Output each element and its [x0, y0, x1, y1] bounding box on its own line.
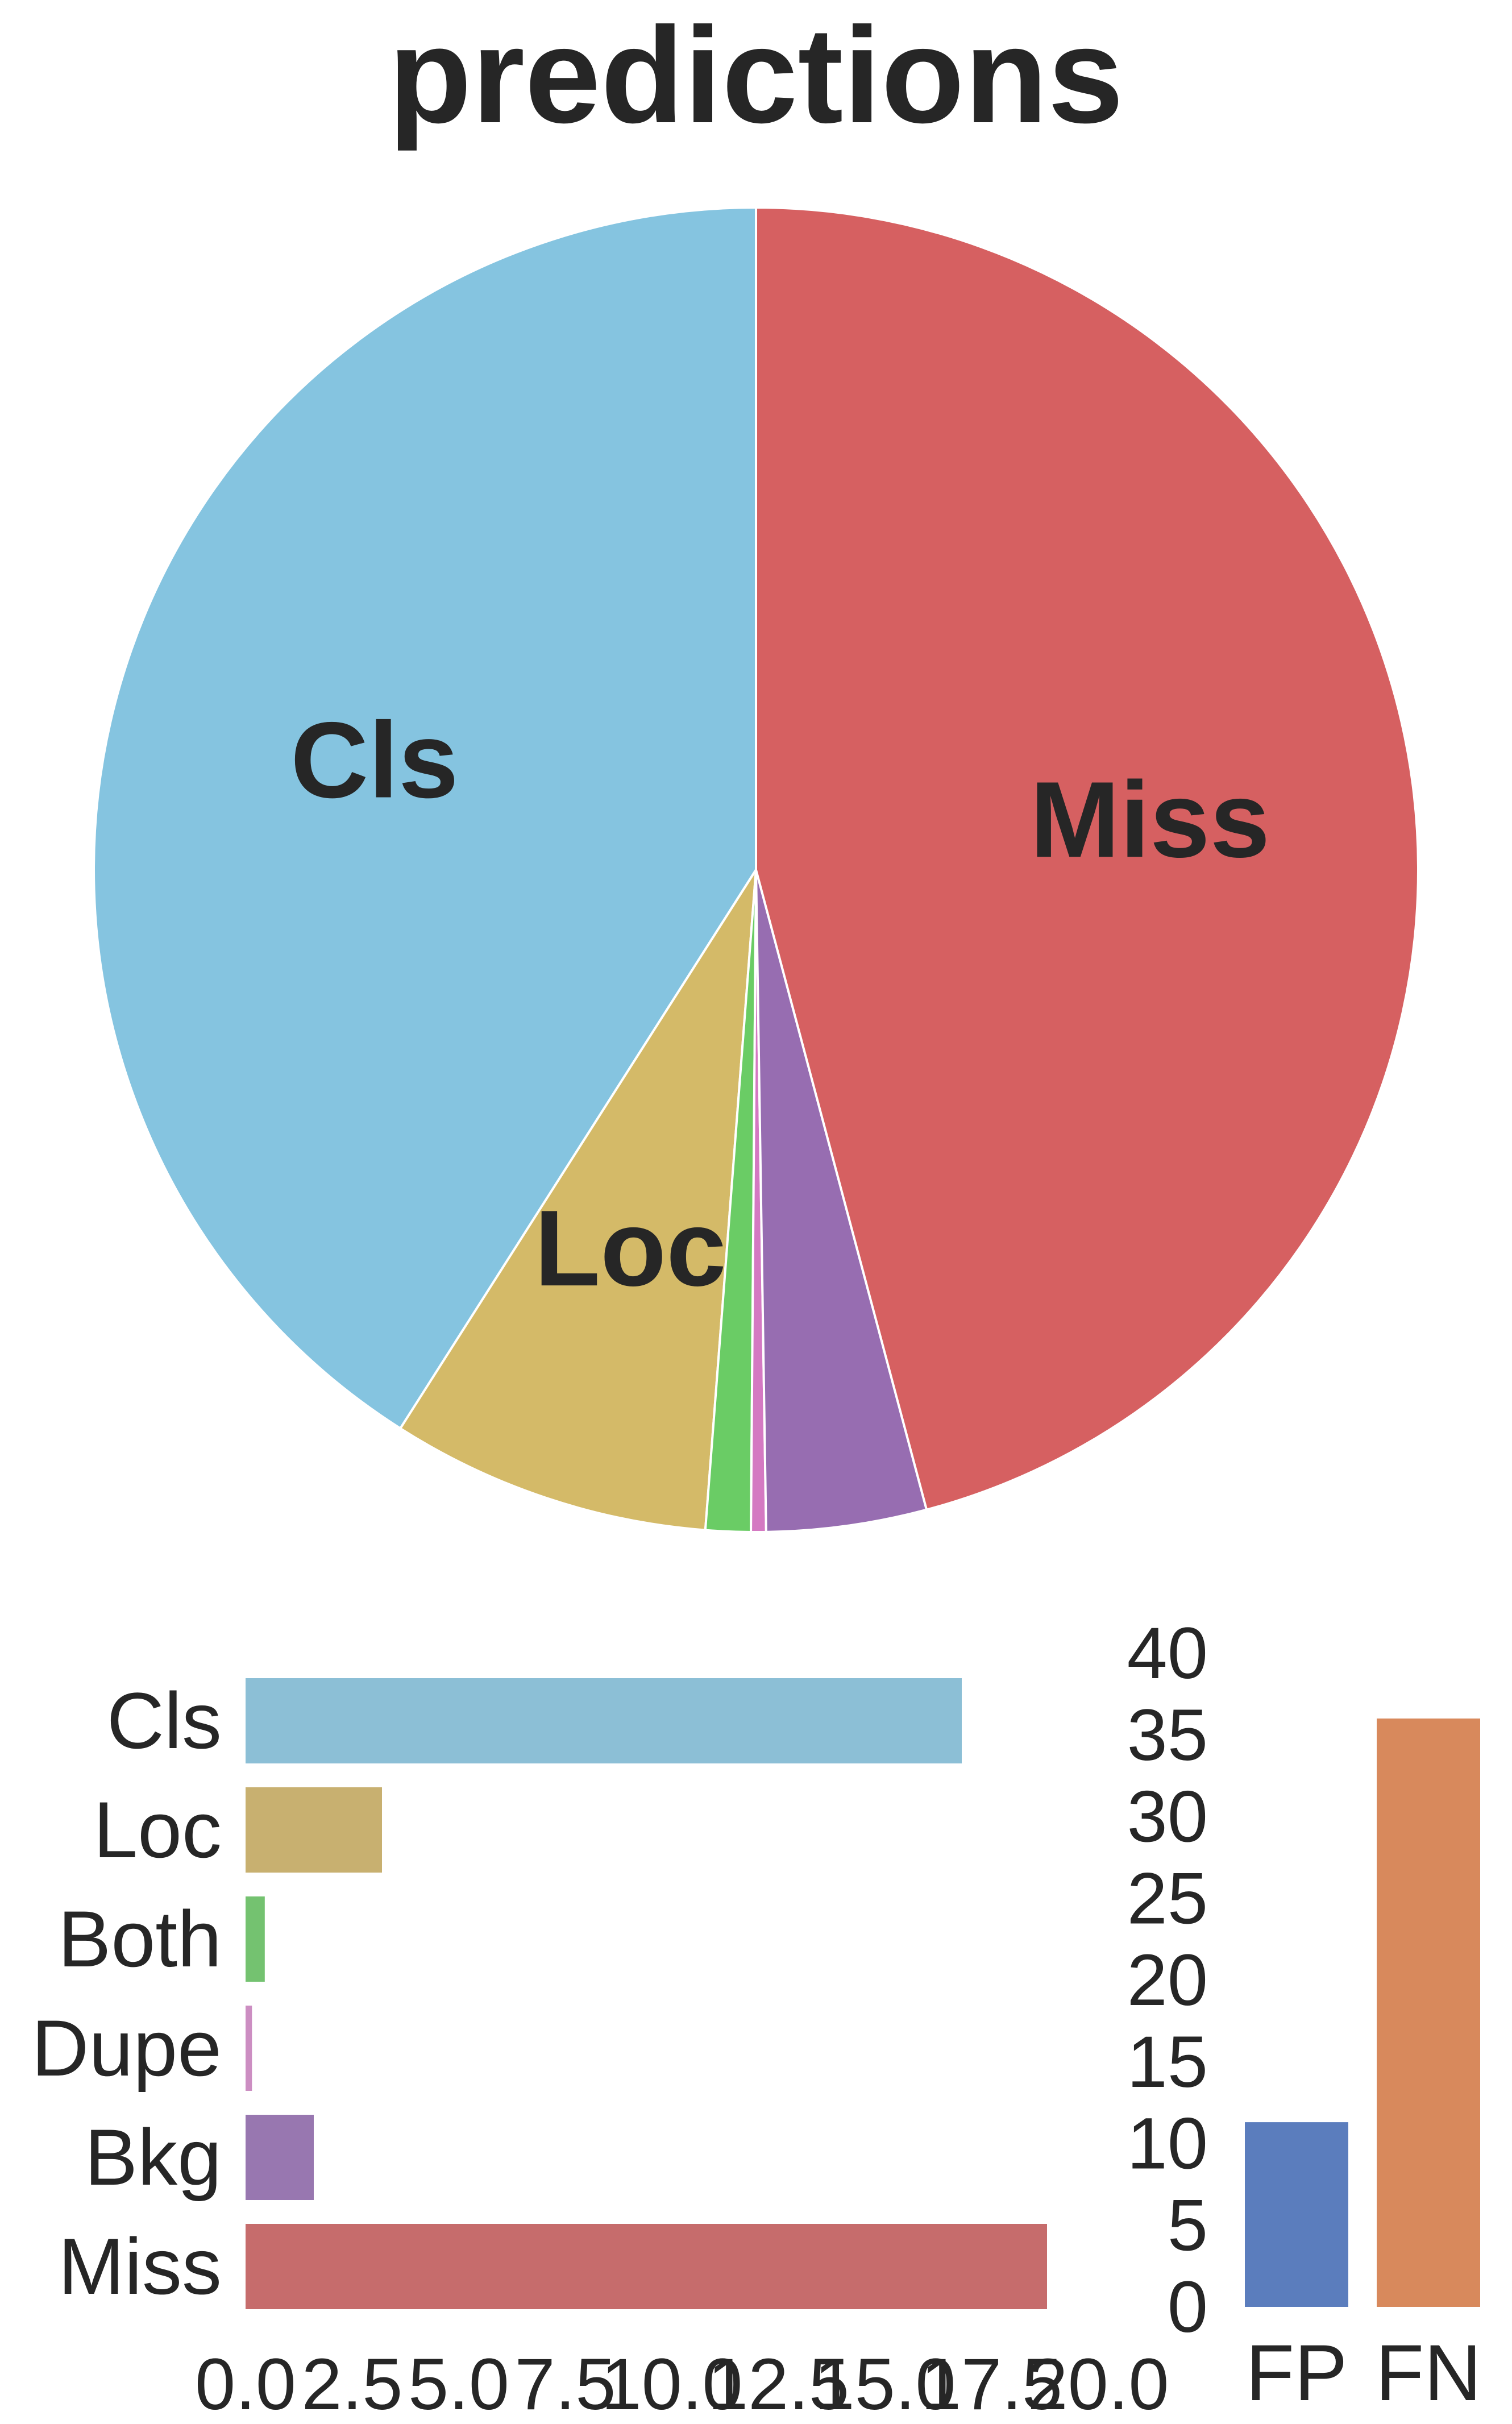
vbar-y-tick: 25 [1127, 1858, 1208, 1939]
hbar-category-label: Loc [93, 1785, 222, 1874]
hbar-both [246, 1896, 265, 1982]
vbar-y-tick: 20 [1127, 1940, 1208, 2021]
hbar-category-label: Both [58, 1894, 222, 1983]
chart-title: predictions [388, 0, 1124, 151]
vbar-y-tick: 10 [1127, 2103, 1208, 2185]
hbar-category-label: Dupe [31, 2003, 222, 2093]
pie-slice-miss [755, 206, 1420, 1512]
error-bar-chart: Cls Loc Both Dupe Bkg Miss 0.0 2.5 5.0 7.510.012.… [31, 1676, 1169, 2424]
hbar-bkg [246, 2115, 314, 2200]
vbar-category-label: FP [1246, 2328, 1348, 2417]
pie-label-miss: Miss [1030, 759, 1270, 880]
hbar-x-tick: 15.0 [814, 2344, 956, 2424]
hbar-loc [246, 1787, 382, 1873]
hbar-x-tick: 5.0 [408, 2344, 509, 2424]
hbar-miss [246, 2224, 1047, 2309]
pie-slice-cls [93, 206, 757, 1430]
hbar-x-tick: 0.0 [195, 2344, 296, 2424]
vbar-y-tick: 15 [1127, 2022, 1208, 2103]
vbar-y-tick: 0 [1168, 2267, 1208, 2348]
hbar-x-tick: 2.5 [302, 2344, 403, 2424]
hbar-category-label: Cls [107, 1676, 222, 1765]
hbar-cls [246, 1678, 962, 1763]
vbar-category-label: FN [1376, 2328, 1482, 2417]
vbar-y-tick: 35 [1127, 1695, 1208, 1776]
vbar-y-tick: 40 [1127, 1613, 1208, 1694]
hbar-x-tick: 17.5 [921, 2344, 1062, 2424]
hbar-x-tick: 7.5 [515, 2344, 616, 2424]
pie-slice-bkg [755, 869, 928, 1533]
pie-slice-loc [398, 869, 757, 1531]
vbar-fn [1377, 1719, 1480, 2307]
vbar-y-tick: 5 [1168, 2185, 1208, 2266]
vbar-fp [1245, 2122, 1348, 2307]
vbar-y-tick: 30 [1127, 1777, 1208, 1858]
hbar-dupe [246, 2006, 252, 2091]
hbar-x-tick: 10.0 [601, 2344, 742, 2424]
hbar-x-tick: 20.0 [1027, 2344, 1169, 2424]
pie-label-loc: Loc [534, 1188, 726, 1309]
pie-chart: Cls Loc Miss [93, 206, 1420, 1534]
hbar-category-label: Miss [58, 2222, 222, 2311]
hbar-category-label: Bkg [85, 2112, 222, 2202]
hbar-x-tick: 12.5 [708, 2344, 849, 2424]
pie-label-cls: Cls [290, 700, 459, 821]
